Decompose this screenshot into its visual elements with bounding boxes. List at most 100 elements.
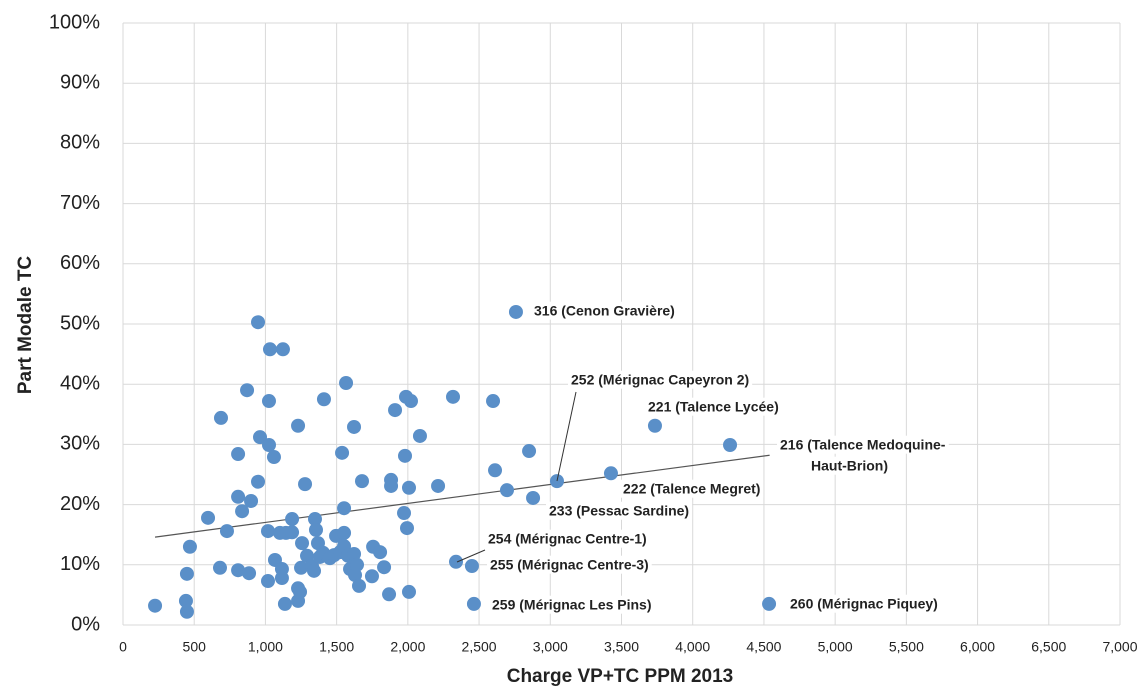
x-tick-label: 5,000 <box>818 639 853 655</box>
x-tick-label: 500 <box>183 639 207 655</box>
point <box>388 403 403 418</box>
point <box>231 489 246 504</box>
point <box>266 450 281 465</box>
point <box>522 444 537 459</box>
annotation-bg <box>787 594 941 613</box>
x-tick-label: 4,000 <box>675 639 710 655</box>
annotation: 222 (Talence Megret) <box>623 481 760 497</box>
point <box>261 438 276 453</box>
y-tick-label: 10% <box>60 553 100 575</box>
point <box>347 546 362 561</box>
x-tick-label: 5,500 <box>889 639 924 655</box>
point <box>397 506 412 521</box>
point <box>285 512 300 527</box>
point <box>364 569 379 584</box>
point <box>291 418 306 433</box>
point <box>762 596 777 611</box>
annotation-bg <box>645 397 782 416</box>
point <box>723 438 738 453</box>
point <box>242 566 257 581</box>
x-tick-label: 4,500 <box>746 639 781 655</box>
x-tick-label: 6,000 <box>960 639 995 655</box>
annotation-bg <box>620 479 764 498</box>
point <box>347 419 362 434</box>
leader-line <box>456 549 486 563</box>
annotation: 233 (Pessac Sardine) <box>549 503 689 519</box>
trendline <box>154 454 770 538</box>
point <box>403 394 418 409</box>
annotation: 260 (Mérignac Piquey) <box>790 596 938 612</box>
point <box>398 448 413 463</box>
annotation-bg <box>568 370 753 389</box>
point <box>277 596 292 611</box>
x-tick-label: 7,000 <box>1102 639 1137 655</box>
point <box>293 584 308 599</box>
point <box>274 571 289 586</box>
annotation-bg <box>808 456 891 475</box>
y-tick-label: 100% <box>49 11 100 33</box>
point <box>401 480 416 495</box>
x-tick-label: 3,500 <box>604 639 639 655</box>
point <box>294 560 309 575</box>
point <box>647 418 662 433</box>
leader-line <box>556 391 577 482</box>
annotation-bg <box>485 529 650 548</box>
annotation: Haut-Brion) <box>811 458 888 474</box>
y-tick-label: 70% <box>60 192 100 214</box>
point <box>260 524 275 539</box>
annotation: 252 (Mérignac Capeyron 2) <box>571 372 749 388</box>
x-tick-label: 1,000 <box>248 639 283 655</box>
point <box>308 522 323 537</box>
x-tick-label: 1,500 <box>319 639 354 655</box>
y-axis-title: Part Modale TC <box>15 256 36 395</box>
point <box>446 389 461 404</box>
point <box>201 510 216 525</box>
point <box>298 477 313 492</box>
y-tick-label: 90% <box>60 71 100 93</box>
annotation: 216 (Talence Medoquine- <box>780 437 946 453</box>
annotation-bg <box>487 555 652 574</box>
annotation: 221 (Talence Lycée) <box>648 399 779 415</box>
point <box>354 474 369 489</box>
annotation-bg <box>777 435 949 454</box>
point <box>275 342 290 357</box>
point <box>219 524 234 539</box>
point <box>412 428 427 443</box>
x-tick-label: 2,000 <box>390 639 425 655</box>
point <box>603 466 618 481</box>
point <box>235 504 250 519</box>
point <box>178 593 193 608</box>
point <box>316 392 331 407</box>
point <box>285 525 300 540</box>
point <box>251 315 266 330</box>
point <box>373 545 388 560</box>
point <box>337 501 352 516</box>
annotation-bg <box>489 595 655 614</box>
y-tick-label: 20% <box>60 493 100 515</box>
point <box>148 598 163 613</box>
point <box>486 394 501 409</box>
point <box>231 447 246 462</box>
point <box>499 483 514 498</box>
point <box>337 525 352 540</box>
point <box>244 493 259 508</box>
point <box>306 563 321 578</box>
point <box>335 445 350 460</box>
point <box>488 463 503 478</box>
y-tick-label: 30% <box>60 433 100 455</box>
point <box>212 560 227 575</box>
x-axis-title: Charge VP+TC PPM 2013 <box>507 666 734 687</box>
point <box>339 375 354 390</box>
point <box>352 578 367 593</box>
point <box>448 554 463 569</box>
point <box>262 342 277 357</box>
point <box>384 478 399 493</box>
point <box>377 560 392 575</box>
point <box>431 478 446 493</box>
y-tick-label: 40% <box>60 372 100 394</box>
point <box>295 536 310 551</box>
point <box>549 474 564 489</box>
annotation: 259 (Mérignac Les Pins) <box>492 597 652 613</box>
